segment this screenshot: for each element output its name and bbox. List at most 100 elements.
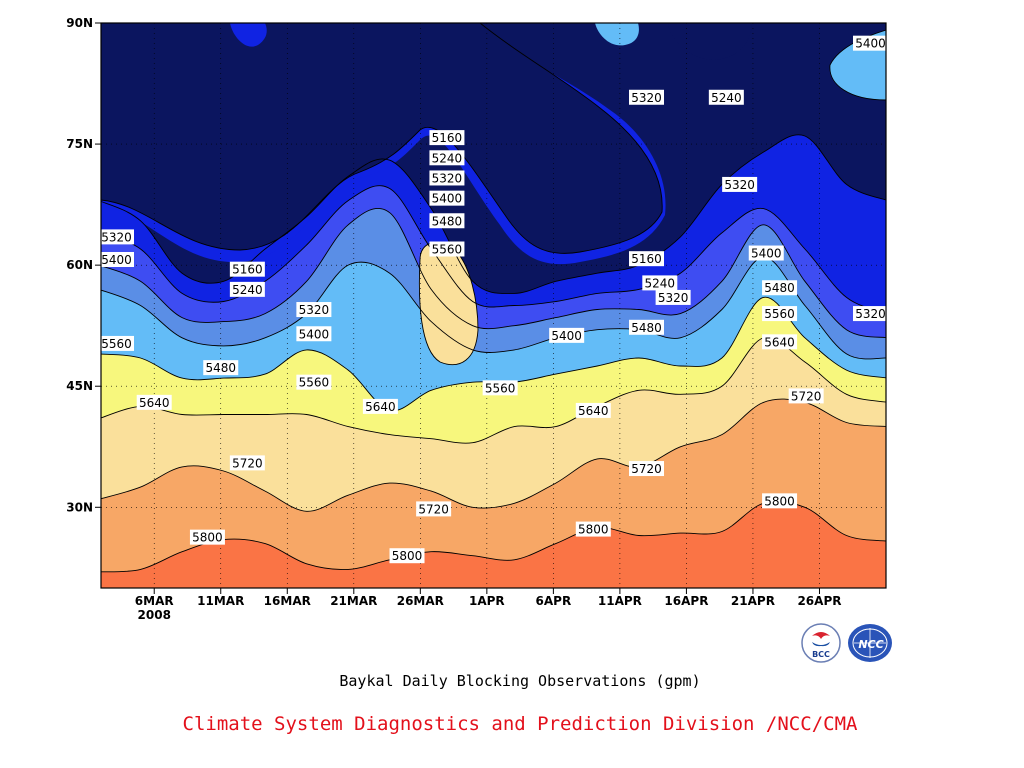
- chart-title: Baykal Daily Blocking Observations (gpm): [339, 672, 701, 690]
- x-tick-label: 11APR: [598, 594, 642, 608]
- contour-label: 5640: [136, 394, 172, 410]
- contour-label: 5400: [748, 245, 784, 261]
- contour-label-text: 5800: [764, 494, 795, 508]
- y-tick-label: 90N: [66, 16, 93, 30]
- contour-line-5640: [101, 336, 886, 444]
- contour-label-box: [429, 130, 465, 146]
- contour-label-box: [629, 251, 665, 267]
- contour-label-text: 5560: [101, 337, 132, 351]
- contour-label-box: [762, 493, 798, 509]
- contour-label: 5800: [762, 493, 798, 509]
- contour-label-text: 5480: [432, 214, 463, 228]
- contour-label: 5720: [629, 461, 665, 477]
- x-year-label: 2008: [138, 608, 171, 622]
- contour-lines: [101, 23, 886, 573]
- bcc-logo-text: BCC: [812, 650, 830, 659]
- plot-frame: [100, 22, 887, 589]
- contour-label-box: [416, 501, 452, 517]
- contour-label: 5400: [853, 35, 888, 51]
- contour-label: 5560: [429, 241, 465, 257]
- contour-label: 5160: [429, 130, 465, 146]
- contour-label-text: 5400: [101, 253, 132, 267]
- contour-label-text: 5560: [432, 243, 463, 257]
- contour-label: 5400: [99, 251, 134, 267]
- contour-label-box: [229, 281, 265, 297]
- contour-label-box: [429, 213, 465, 229]
- contour-label-text: 5160: [232, 263, 263, 277]
- contour-label-text: 5640: [578, 404, 609, 418]
- contour-label-box: [629, 319, 665, 335]
- contour-label-text: 5320: [101, 230, 132, 244]
- contour-label: 5160: [629, 251, 665, 267]
- polar-core-north: [668, 23, 752, 60]
- contour-label-text: 5240: [232, 283, 263, 297]
- y-axis: 90N 75N 60N 45N 30N: [66, 16, 101, 514]
- contour-label: 5320: [655, 289, 691, 305]
- contour-label-box: [629, 461, 665, 477]
- contour-label-box: [788, 388, 824, 404]
- contour-line-5400: [101, 207, 886, 339]
- contour-label-box: [722, 176, 758, 192]
- contour-label-text: 5800: [392, 549, 423, 563]
- contour-label-text: 5400: [551, 329, 582, 343]
- contour-label-text: 5640: [139, 396, 170, 410]
- y-tick-label: 75N: [66, 137, 93, 151]
- contour-label-text: 5720: [631, 462, 662, 476]
- contour-line-5240: [101, 134, 886, 294]
- contour-label-box: [575, 521, 611, 537]
- contour-label-box: [762, 280, 798, 296]
- warm-patch-north: [595, 23, 639, 46]
- contour-label-box: [575, 402, 611, 418]
- x-tick-label: 26APR: [797, 594, 841, 608]
- contour-label-text: 5720: [791, 389, 822, 403]
- contour-label-text: 5320: [724, 178, 755, 192]
- contour-label-text: 5640: [764, 335, 795, 349]
- contour-label-box: [762, 306, 798, 322]
- contour-label-box: [389, 548, 425, 564]
- x-tick-label: 16APR: [664, 594, 708, 608]
- contour-label-box: [99, 335, 134, 351]
- x-tick-label: 6MAR: [135, 594, 174, 608]
- contour-label: 5480: [762, 280, 798, 296]
- contour-line-5320: [101, 185, 886, 314]
- contour-label-text: 5400: [855, 37, 886, 51]
- contour-label: 5240: [708, 89, 744, 105]
- contour-label-text: 5560: [764, 307, 795, 321]
- contour-label-text: 5720: [232, 456, 263, 470]
- contour-label: 5320: [296, 302, 332, 318]
- contour-label: 5400: [429, 190, 465, 206]
- ridge-patch: [419, 242, 478, 365]
- contour-label-box: [429, 190, 465, 206]
- contour-label-box: [429, 170, 465, 186]
- x-tick-label: 11MAR: [197, 594, 244, 608]
- x-axis: 6MAR 11MAR 16MAR 21MAR 26MAR 1APR 6APR 11APR 16A…: [135, 588, 841, 622]
- credit-line: Climate System Diagnostics and Predictio…: [182, 713, 858, 735]
- contour-label: 5560: [482, 380, 518, 396]
- contour-label-text: 5560: [485, 381, 516, 395]
- contour-label-text: 5800: [192, 531, 223, 545]
- contour-line-5800: [101, 500, 886, 573]
- contour-label: 5640: [762, 334, 798, 350]
- contour-label-text: 5320: [631, 91, 662, 105]
- contour-label-box: [229, 455, 265, 471]
- contour-label: 5640: [575, 402, 611, 418]
- contour-label-box: [136, 394, 172, 410]
- contour-label: 5720: [416, 501, 452, 517]
- contour-label-text: 5480: [764, 281, 795, 295]
- contour-label-text: 5320: [299, 303, 330, 317]
- contour-label: 5560: [762, 306, 798, 322]
- contour-label-box: [362, 398, 398, 414]
- x-tick-label: 6APR: [536, 594, 572, 608]
- contour-label-box: [189, 529, 225, 545]
- contour-label: 5560: [296, 374, 332, 390]
- contour-label-box: [99, 229, 134, 245]
- contour-label-box: [708, 89, 744, 105]
- y-tick-label: 45N: [66, 379, 93, 393]
- contour-label-box: [296, 302, 332, 318]
- contour-label-box: [229, 261, 265, 277]
- bcc-logo: BCC: [800, 622, 842, 668]
- contour-label-text: 5400: [751, 247, 782, 261]
- contour-label: 5800: [575, 521, 611, 537]
- contour-label: 5240: [429, 150, 465, 166]
- x-tick-label: 26MAR: [397, 594, 444, 608]
